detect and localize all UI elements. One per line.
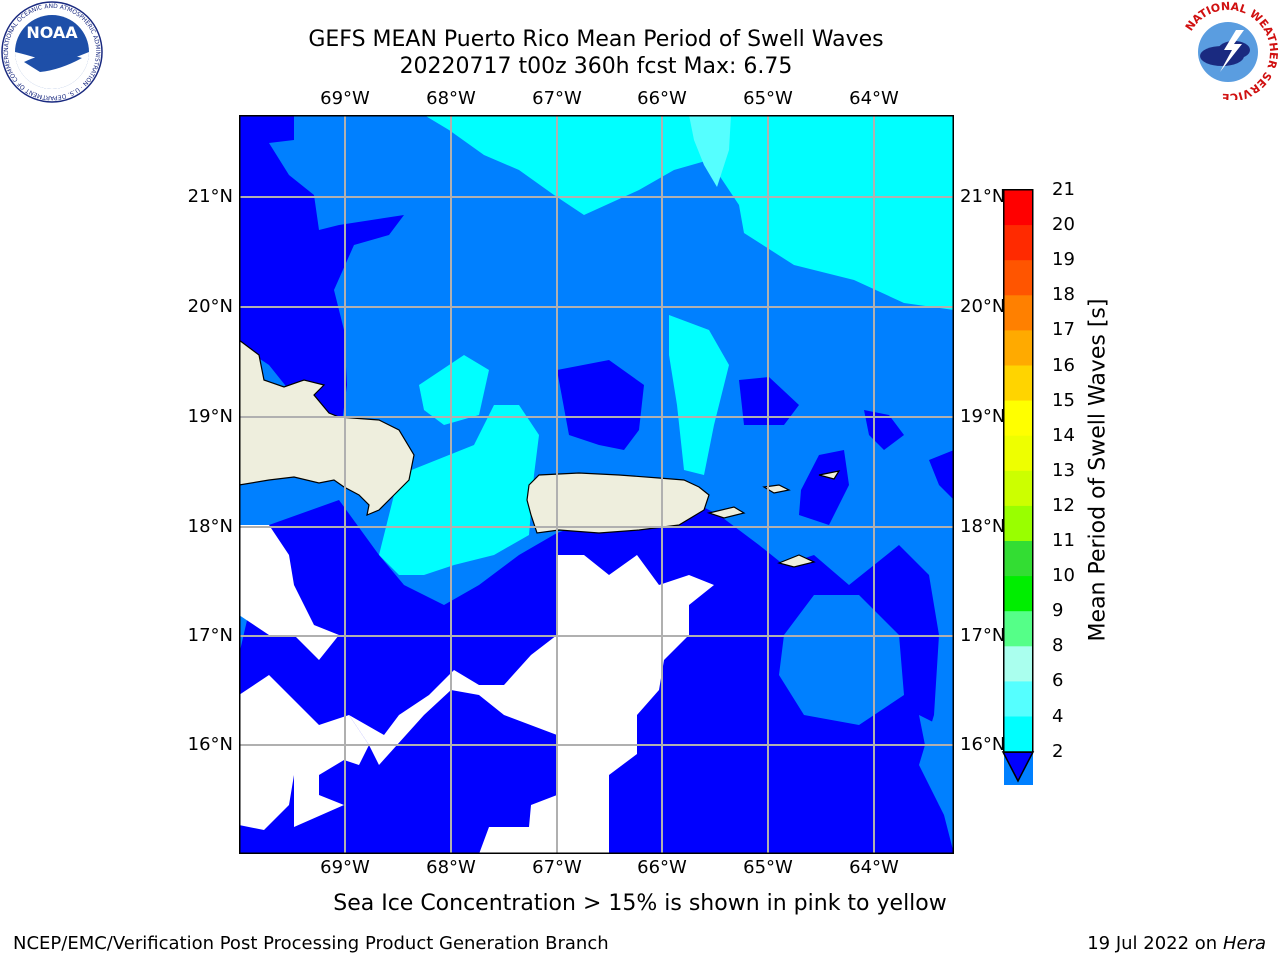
puerto-rico-land xyxy=(526,472,710,534)
lon-label-top: 67°W xyxy=(532,88,582,109)
no-data-area xyxy=(294,775,344,827)
colorbar-tick-label: 15 xyxy=(1052,389,1075,411)
lon-label-top: 64°W xyxy=(849,88,899,109)
colorbar-swatch xyxy=(1004,400,1033,437)
lat-label-left: 19°N xyxy=(187,406,233,427)
lon-label-bottom: 66°W xyxy=(637,857,687,878)
colorbar-swatch xyxy=(1004,190,1033,226)
lon-label-top: 68°W xyxy=(426,88,476,109)
virgin-islands-land xyxy=(777,554,816,568)
band-2-4-area xyxy=(799,450,849,525)
colorbar-swatch xyxy=(1004,681,1033,717)
colorbar-swatch xyxy=(1004,330,1033,366)
colorbar-frame xyxy=(1003,189,1034,753)
lon-label-bottom: 67°W xyxy=(532,857,582,878)
colorbar-tick-label: 11 xyxy=(1052,530,1075,551)
lon-label-bottom: 68°W xyxy=(426,857,476,878)
band-4-6-patch xyxy=(919,715,954,815)
lat-label-right: 20°N xyxy=(960,296,1006,317)
footer-right-credit: 19 Jul 2022 on Hera xyxy=(1087,933,1266,954)
colorbar-tick-label: 14 xyxy=(1052,424,1075,446)
no-data-area xyxy=(239,675,369,830)
footer-left-credit: NCEP/EMC/Verification Post Processing Pr… xyxy=(13,933,609,954)
lon-label-bottom: 65°W xyxy=(743,857,793,878)
hispaniola-land xyxy=(239,339,415,516)
band-8-9-area xyxy=(689,115,731,187)
colorbar-tick-label: 6 xyxy=(1052,670,1064,692)
colorbar-tick-label: 8 xyxy=(1052,635,1064,657)
lat-label-right: 19°N xyxy=(960,406,1006,427)
band-2-4-area xyxy=(929,450,954,500)
colorbar-swatch xyxy=(1004,435,1033,472)
lat-label-right: 17°N xyxy=(960,625,1006,646)
map-gridlines xyxy=(239,115,954,854)
colorbar-tick-label: 2 xyxy=(1052,740,1064,762)
chart-title-line2: 20220717 t00z 360h fcst Max: 6.75 xyxy=(399,54,793,79)
band-6-8-area xyxy=(669,315,729,475)
colorbar-swatch xyxy=(1004,470,1033,507)
colorbar-swatch xyxy=(1004,505,1033,542)
colorbar-label: Mean Period of Swell Waves [s] xyxy=(1085,298,1111,642)
lon-label-bottom: 64°W xyxy=(849,857,899,878)
noaa-logo: NATIONAL OCEANIC AND ATMOSPHERIC ADMINIS… xyxy=(0,0,103,103)
colorbar-swatch xyxy=(1004,365,1033,402)
colorbar-tick-label: 16 xyxy=(1052,354,1075,376)
lon-label-bottom: 69°W xyxy=(320,857,370,878)
no-data-area xyxy=(349,555,714,854)
sea-ice-note: Sea Ice Concentration > 15% is shown in … xyxy=(333,891,947,916)
colorbar-swatch xyxy=(1004,576,1033,612)
lat-label-left: 21°N xyxy=(187,186,233,207)
colorbar xyxy=(1001,189,1035,785)
colorbar-tick-label: 19 xyxy=(1052,249,1075,271)
colorbar-tick-label: 17 xyxy=(1052,319,1075,341)
lat-label-right: 21°N xyxy=(960,186,1006,207)
virgin-islands-land xyxy=(818,470,841,480)
band-4-6-patch xyxy=(779,595,904,725)
colorbar-tick-label: 21 xyxy=(1052,179,1075,200)
map-frame xyxy=(239,115,954,854)
band-6-8-area xyxy=(419,355,489,425)
lon-label-top: 69°W xyxy=(320,88,370,109)
chart-title-line1: GEFS MEAN Puerto Rico Mean Period of Swe… xyxy=(308,27,884,52)
swell-period-map xyxy=(239,115,954,854)
colorbar-swatches xyxy=(1004,190,1033,785)
colorbar-tick-label: 12 xyxy=(1052,494,1075,516)
colorbar-tick-label: 18 xyxy=(1052,284,1075,306)
noaa-logo-text: NOAA xyxy=(26,23,78,42)
footer-date: 19 Jul 2022 on xyxy=(1087,933,1223,954)
colorbar-tick-label: 13 xyxy=(1052,459,1075,481)
lat-label-right: 16°N xyxy=(960,734,1006,755)
colorbar-tick-label: 20 xyxy=(1052,214,1075,236)
nws-logo: NATIONAL WEATHER SERVICE xyxy=(1180,0,1280,100)
lat-label-left: 16°N xyxy=(187,734,233,755)
lat-label-right: 18°N xyxy=(960,516,1006,537)
colorbar-swatch xyxy=(1004,646,1033,682)
footer-machine: Hera xyxy=(1222,933,1266,954)
colorbar-swatch xyxy=(1004,541,1033,577)
no-data-area xyxy=(239,525,339,660)
colorbar-swatch xyxy=(1004,225,1033,261)
lat-label-left: 20°N xyxy=(187,296,233,317)
lat-label-left: 17°N xyxy=(187,625,233,646)
colorbar-tick-label: 4 xyxy=(1052,705,1064,727)
virgin-islands-land xyxy=(706,506,746,519)
lon-label-top: 65°W xyxy=(743,88,793,109)
lon-label-top: 66°W xyxy=(637,88,687,109)
virgin-islands-land xyxy=(762,484,791,494)
colorbar-swatch xyxy=(1004,260,1033,296)
band-6-8-area xyxy=(379,405,539,575)
colorbar-tick-label: 10 xyxy=(1052,565,1075,587)
colorbar-swatch xyxy=(1004,716,1033,753)
band-2-4-area xyxy=(557,360,644,450)
colorbar-swatch xyxy=(1004,611,1033,647)
colorbar-tick-label: 9 xyxy=(1052,600,1064,622)
colorbar-swatch xyxy=(1004,295,1033,331)
lat-label-left: 18°N xyxy=(187,516,233,537)
